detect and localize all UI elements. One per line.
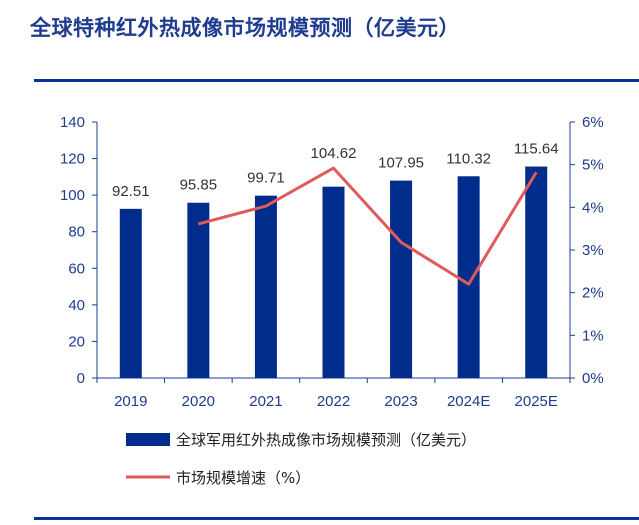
bar <box>457 176 480 378</box>
left-tick-label: 60 <box>68 260 85 277</box>
left-tick-label: 140 <box>60 114 85 131</box>
legend-bar-label: 全球军用红外热成像市场规模预测（亿美元） <box>176 431 476 449</box>
x-tick-label: 2025E <box>515 393 558 410</box>
bar <box>390 180 413 378</box>
top-divider <box>34 79 639 82</box>
left-tick-label: 120 <box>60 151 85 168</box>
right-tick-label: 0% <box>582 370 604 387</box>
x-tick-label: 2022 <box>317 393 350 410</box>
bar-data-label: 99.71 <box>247 170 285 187</box>
left-tick-label: 0 <box>77 370 85 387</box>
left-tick-label: 40 <box>68 297 85 314</box>
right-tick-label: 4% <box>582 199 604 216</box>
bar <box>525 166 548 378</box>
right-tick-label: 2% <box>582 285 604 302</box>
legend-line-label: 市场规模增速（%） <box>176 469 310 487</box>
bar <box>254 195 277 378</box>
bar-data-label: 115.64 <box>514 141 559 158</box>
right-tick-label: 5% <box>582 157 604 174</box>
right-tick-label: 6% <box>582 114 604 131</box>
bottom-divider <box>34 517 639 520</box>
left-tick-label: 20 <box>68 333 85 350</box>
right-tick-label: 3% <box>582 242 604 259</box>
left-tick-label: 100 <box>60 187 85 204</box>
x-tick-label: 2024E <box>447 393 490 410</box>
bar-data-label: 107.95 <box>378 155 424 172</box>
x-tick-label: 2023 <box>384 393 417 410</box>
bar <box>322 186 345 378</box>
legend-bar-swatch <box>126 433 170 446</box>
bar-data-label: 92.51 <box>112 183 150 200</box>
bar <box>119 208 142 378</box>
bar <box>187 202 210 378</box>
bar-data-label: 104.62 <box>311 145 357 162</box>
right-tick-label: 1% <box>582 327 604 344</box>
chart-title: 全球特种红外热成像市场规模预测（亿美元） <box>30 16 460 40</box>
bar-data-label: 95.85 <box>180 177 218 194</box>
x-tick-label: 2021 <box>249 393 282 410</box>
left-tick-label: 80 <box>68 224 85 241</box>
x-tick-label: 2019 <box>114 393 147 410</box>
x-tick-label: 2020 <box>182 393 215 410</box>
growth-line <box>197 166 538 286</box>
bar-data-label: 110.32 <box>446 150 491 167</box>
